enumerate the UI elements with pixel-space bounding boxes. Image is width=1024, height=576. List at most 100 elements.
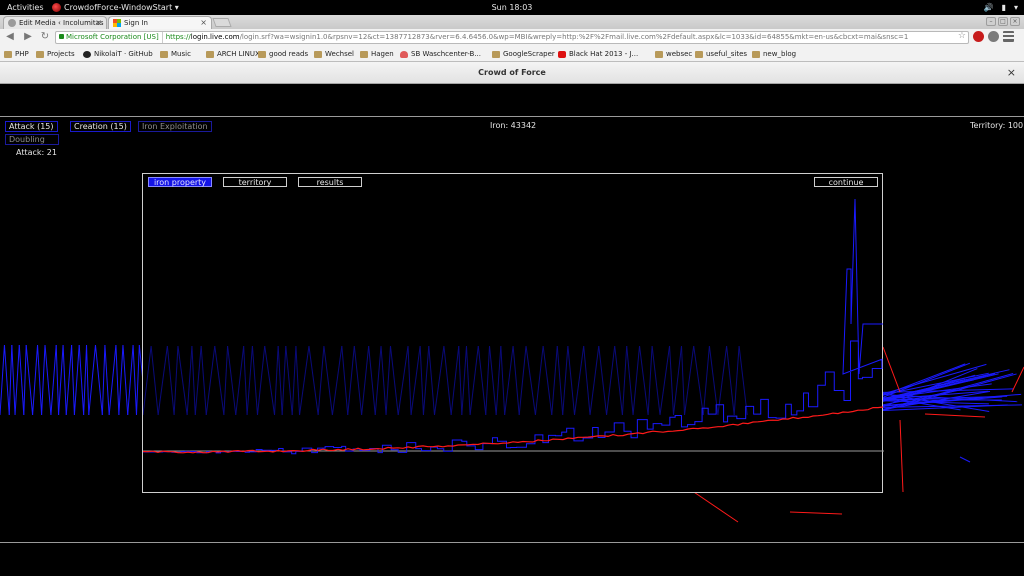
bookmark-item[interactable]: NikolaiT · GitHub [83, 49, 153, 60]
close-icon[interactable]: × [1010, 17, 1020, 26]
bookmark-item[interactable]: SB Waschcenter-B... [400, 49, 481, 60]
folder-icon [752, 51, 760, 58]
bookmark-item[interactable]: Wechsel [314, 49, 354, 60]
battery-icon[interactable]: ▮ [1001, 3, 1006, 12]
bookmark-item[interactable]: useful_sites [695, 49, 747, 60]
game-window-titlebar[interactable]: Crowd of Force × [0, 62, 1024, 84]
browser-tab-edit-media[interactable]: Edit Media ‹ Incolumitas – × [3, 16, 107, 39]
unit-trail [94, 344, 103, 416]
unit-trail [469, 345, 479, 416]
unit-trail [583, 345, 591, 416]
unit-trail [684, 345, 695, 416]
unit-trail [419, 345, 424, 416]
creation-button[interactable]: Creation (15) [70, 121, 131, 132]
app-menu-label: CrowdofForce-WindowStart [64, 3, 173, 12]
attack-streak [924, 413, 986, 418]
unit-trail [132, 344, 137, 416]
unit-trail [317, 345, 325, 416]
app-menu[interactable]: CrowdofForce-WindowStart ▾ [52, 0, 179, 15]
chevron-down-icon[interactable]: ▾ [1013, 3, 1018, 12]
unit-trail [177, 345, 188, 416]
new-tab-button[interactable] [212, 18, 232, 27]
results-panel: iron property territory results continue [142, 173, 884, 493]
unit-trail [882, 396, 1003, 407]
clock-label[interactable]: Sun 18:03 [491, 3, 533, 12]
bookmark-item[interactable]: good reads [258, 49, 308, 60]
close-icon[interactable]: × [95, 18, 102, 27]
close-icon[interactable]: × [200, 18, 207, 27]
unit-trail [200, 345, 207, 416]
unit-trail [959, 456, 971, 463]
unit-trail [574, 345, 585, 416]
unit-trail [88, 344, 96, 416]
unit-trail [101, 344, 106, 416]
forward-icon[interactable]: ▶ [24, 31, 32, 42]
back-icon[interactable]: ◀ [6, 31, 14, 42]
unit-trail [186, 345, 193, 416]
bookmark-item[interactable]: new_blog [752, 49, 796, 60]
unit-trail [717, 345, 728, 416]
unit-trail [274, 345, 279, 416]
iron-counter: Iron: 43342 [490, 121, 537, 130]
unit-trail [115, 344, 120, 416]
browser-tab-sign-in[interactable]: Sign In × [108, 16, 212, 29]
unit-trail [227, 345, 237, 416]
ev-certificate-badge[interactable]: Microsoft Corporation [US] [56, 32, 163, 43]
bookmark-label: GoogleScraper [503, 50, 555, 58]
attack-button[interactable]: Attack (15) [5, 121, 58, 132]
unit-trail [450, 345, 460, 416]
unit-trail [143, 345, 152, 416]
maximize-icon[interactable]: □ [998, 17, 1008, 26]
chevron-down-icon: ▾ [172, 3, 179, 12]
tab-iron-property[interactable]: iron property [148, 177, 212, 187]
wordpress-icon [8, 19, 16, 27]
browser-toolbar: ◀ ▶ ↻ Microsoft Corporation [US] https:/… [0, 29, 1024, 46]
tab-territory[interactable]: territory [223, 177, 287, 187]
menu-icon[interactable] [1003, 31, 1014, 42]
extension-grey-icon[interactable] [988, 31, 999, 42]
unit-trail [551, 345, 558, 416]
unit-trail [58, 344, 64, 416]
extension-red-icon[interactable] [973, 31, 984, 42]
bookmark-item[interactable]: ARCH LINUX [206, 49, 260, 60]
bookmark-item[interactable]: Hagen [360, 49, 394, 60]
star-icon[interactable]: ☆ [957, 31, 966, 41]
youtube-icon [558, 51, 566, 58]
bookmark-item[interactable]: websec [655, 49, 692, 60]
unit-trail [205, 345, 216, 416]
bookmark-item[interactable]: Black Hat 2013 - J... [558, 49, 638, 60]
minimize-icon[interactable]: – [986, 17, 996, 26]
ev-certificate-label: Microsoft Corporation [US] [66, 33, 159, 41]
activities-button[interactable]: Activities [7, 3, 44, 12]
volume-icon[interactable]: 🔊 [983, 3, 994, 12]
bookmark-item[interactable]: GoogleScraper [492, 49, 555, 60]
game-window-title: Crowd of Force [478, 68, 546, 77]
bookmark-item[interactable]: Music [160, 49, 191, 60]
status-area[interactable]: 🔊 ▮ ▾ [984, 0, 1018, 15]
unit-trail [562, 345, 569, 416]
unit-trail [256, 345, 266, 416]
bookmark-label: Projects [47, 50, 75, 58]
reload-icon[interactable]: ↻ [40, 31, 50, 42]
folder-icon [160, 51, 168, 58]
close-icon[interactable]: × [1006, 66, 1016, 79]
unit-trail [11, 344, 16, 416]
unit-trail [542, 345, 553, 416]
microsoft-icon [113, 19, 121, 27]
unit-trail [150, 345, 159, 416]
unit-trail [73, 344, 80, 416]
unit-trail [458, 345, 463, 416]
unit-trail [407, 345, 412, 416]
doubling-button[interactable]: Doubling [5, 134, 59, 145]
address-bar[interactable]: Microsoft Corporation [US] https://login… [55, 31, 969, 44]
unit-trail [23, 344, 27, 416]
unit-trail [882, 373, 1014, 410]
unit-trail [62, 344, 67, 416]
iron-exploitation-button[interactable]: Iron Exploitation [138, 121, 212, 132]
continue-button[interactable]: continue [814, 177, 878, 187]
tab-results[interactable]: results [298, 177, 362, 187]
unit-trail [702, 345, 710, 416]
bookmark-item[interactable]: Projects [36, 49, 75, 60]
bookmark-item[interactable]: PHP [4, 49, 29, 60]
unit-trail [223, 345, 229, 416]
